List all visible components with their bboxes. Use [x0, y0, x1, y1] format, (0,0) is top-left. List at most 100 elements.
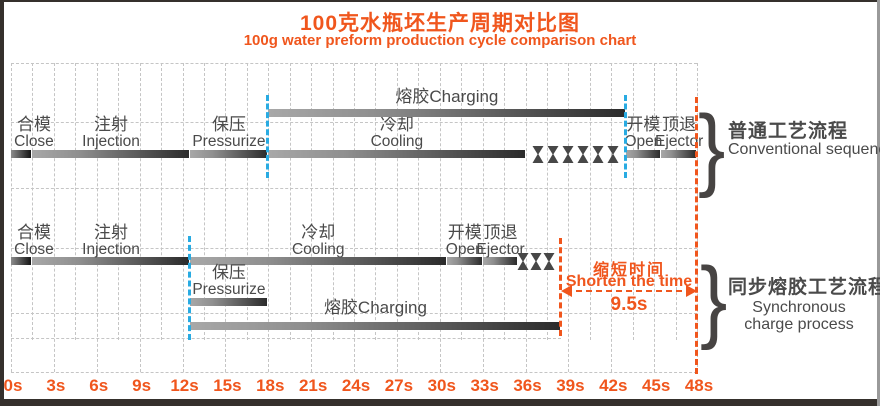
brace-conventional: } — [698, 97, 726, 200]
grid-vline — [525, 63, 527, 372]
axis-tick-label: 48s — [684, 376, 714, 395]
task-label-close: 合模 Close — [14, 224, 54, 258]
task-bar-charging — [268, 109, 625, 117]
axis-tick-label: 42s — [599, 376, 628, 395]
grid-hline — [11, 313, 697, 314]
task-label-zh: 冷却 — [301, 223, 336, 242]
cycle-end-line-conventional — [695, 97, 698, 374]
grid-vline — [461, 63, 463, 340]
shorten-arrow-line — [566, 290, 692, 292]
task-label-cooling: 冷却 Cooling — [292, 224, 345, 258]
grid-vline — [225, 63, 227, 372]
task-label-pressurize: 保压 Pressurize — [192, 264, 265, 298]
task-bar-injection — [32, 150, 189, 158]
hourglass-icon — [607, 146, 619, 163]
task-label-ejector: 顶退 Ejector — [476, 224, 524, 258]
sync-line — [187, 236, 191, 340]
axis-tick-label: 36s — [513, 376, 542, 395]
task-label-en: Ejector — [655, 133, 704, 150]
label-synchronous-en-2: charge process — [744, 316, 854, 333]
grid-vline — [289, 63, 291, 340]
grid-vline — [139, 63, 141, 372]
label-synchronous-zh: 同步熔胶工艺流程 — [728, 277, 880, 298]
axis-tick-label: 39s — [556, 376, 585, 395]
hourglass-icon — [530, 253, 542, 270]
grid-hline — [11, 372, 697, 373]
task-label-open: 开模 Open — [446, 224, 484, 258]
grid-vline — [482, 63, 484, 372]
grid-vline — [75, 63, 77, 340]
task-bar-cooling — [268, 150, 525, 158]
axis-tick-label: 0s — [3, 376, 23, 395]
task-label-ejector: 顶退 Ejector — [655, 116, 703, 150]
frame-border-top — [0, 0, 880, 2]
frame-border-left — [0, 0, 4, 406]
annotation-shorten-en: Shorten the time — [565, 273, 693, 290]
axis-tick-label: 33s — [470, 376, 499, 395]
axis-tick-label: 21s — [298, 376, 328, 395]
label-conventional-en: Conventional sequence — [728, 141, 880, 158]
grid-hline — [11, 63, 697, 64]
frame-border-right — [877, 0, 880, 406]
task-label-en: Open — [624, 133, 663, 150]
grid-vline — [246, 63, 248, 340]
task-label-zh: 冷却 — [379, 115, 414, 134]
grid-vline — [332, 63, 334, 340]
grid-vline — [611, 63, 613, 372]
grid-vline — [632, 63, 634, 340]
sync-line — [623, 95, 627, 178]
task-bar-ejector — [661, 150, 696, 158]
axis-tick-label: 30s — [427, 376, 456, 395]
page-subtitle: 100g water preform production cycle comp… — [243, 32, 637, 49]
task-bar-cooling — [189, 257, 446, 265]
task-label-zh: 合模 — [16, 115, 51, 134]
annotation-shorten-zh: 缩短时间 — [592, 262, 665, 279]
page-title: 100克水瓶坯生产周期对比图 — [299, 12, 581, 35]
axis-tick-label: 3s — [46, 376, 66, 395]
hourglass-icon — [547, 146, 559, 163]
task-label-zh: 合模 — [16, 223, 51, 242]
task-label-zh: 保压 — [211, 115, 246, 134]
task-label-en: Cooling — [370, 133, 424, 150]
grid-vline — [161, 63, 163, 340]
axis-tick-label: 27s — [384, 376, 414, 395]
task-label-injection: 注射 Injection — [82, 224, 140, 258]
task-label-en: Injection — [82, 133, 140, 150]
task-label-zh: 开模 — [447, 223, 482, 242]
shorten-arrow-left-icon — [561, 285, 572, 297]
axis-tick-label: 15s — [213, 376, 242, 395]
task-bar-injection — [32, 257, 189, 265]
hourglass-icon — [592, 146, 604, 163]
axis-tick-label: 6s — [89, 376, 109, 395]
task-label-zh: 开模 — [626, 115, 661, 134]
task-bar-ejector — [482, 257, 518, 265]
axis-tick-label: 45s — [641, 376, 671, 395]
task-label-en: Close — [14, 133, 54, 150]
grid-vline — [203, 63, 205, 340]
task-label-close: 合模 Close — [14, 116, 54, 150]
grid-vline — [268, 63, 270, 372]
task-label-en: Cooling — [291, 241, 345, 258]
task-bar-open — [625, 150, 661, 158]
hourglass-icon — [562, 146, 574, 163]
task-label-charging: 熔胶Charging — [323, 298, 427, 317]
grid-vline — [568, 63, 570, 372]
task-label-zh: 保压 — [211, 263, 246, 282]
axis-tick-label: 24s — [341, 376, 371, 395]
grid-vline — [354, 63, 355, 372]
task-label-cooling: 冷却 Cooling — [371, 116, 424, 150]
task-bar-close — [11, 257, 32, 265]
task-bar-pressurize — [189, 298, 268, 306]
task-label-en: Close — [14, 241, 54, 258]
hourglass-icon — [532, 146, 544, 163]
frame-border-bottom — [0, 399, 880, 406]
shorten-arrow-right-icon — [686, 285, 697, 297]
hourglass-icon — [577, 146, 589, 163]
task-label-en: Open — [445, 241, 484, 258]
grid-hline — [11, 188, 697, 189]
task-label-en: Injection — [82, 241, 140, 258]
axis-tick-label: 18s — [256, 376, 285, 395]
grid-vline — [96, 63, 98, 372]
